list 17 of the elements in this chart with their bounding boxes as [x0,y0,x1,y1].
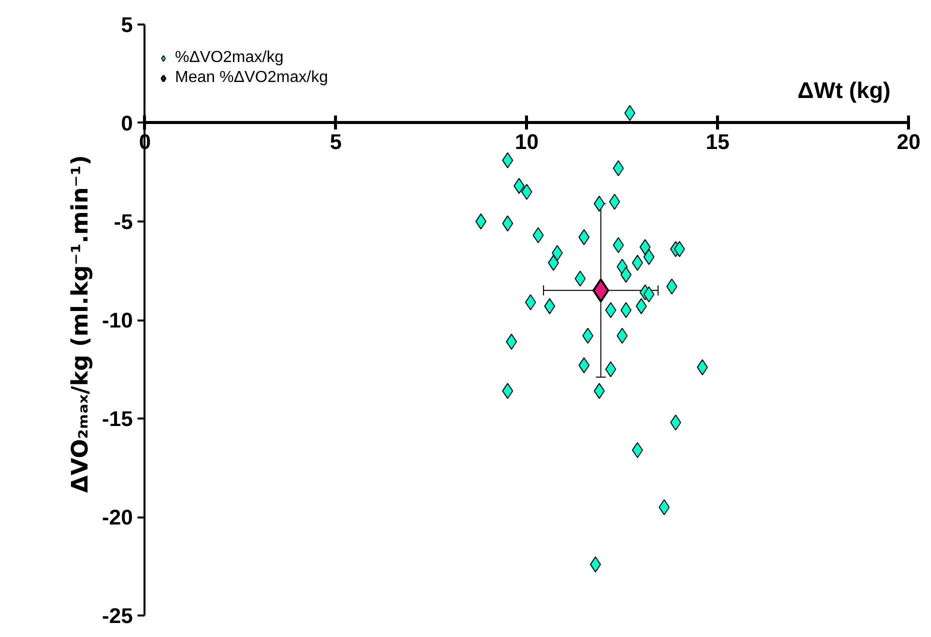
x-tick-label: 20 [896,130,920,154]
x-tick-label: 10 [514,130,539,154]
x-tick-label: 5 [330,130,342,154]
y-tick-label: -20 [102,506,133,530]
x-tick-label: 15 [706,130,730,154]
y-tick-label: -10 [102,308,133,332]
y-tick-label: -25 [102,604,134,628]
y-tick-label: 5 [121,12,134,37]
point [592,278,610,302]
y-tick-label: -5 [114,210,134,234]
point [670,414,682,430]
y-tick-label: 0 [121,111,133,136]
legend-label: Mean %ΔVO2max/kg [175,69,328,87]
y-axis-title: ΔVO₂ₘₐₓ/kg (ml.kg⁻¹.min⁻¹) [68,154,94,493]
legend-label: %ΔVO2max/kg [175,49,284,67]
x-axis-title: ΔWt (kg) [798,76,891,103]
y-tick-label: -15 [102,407,134,432]
